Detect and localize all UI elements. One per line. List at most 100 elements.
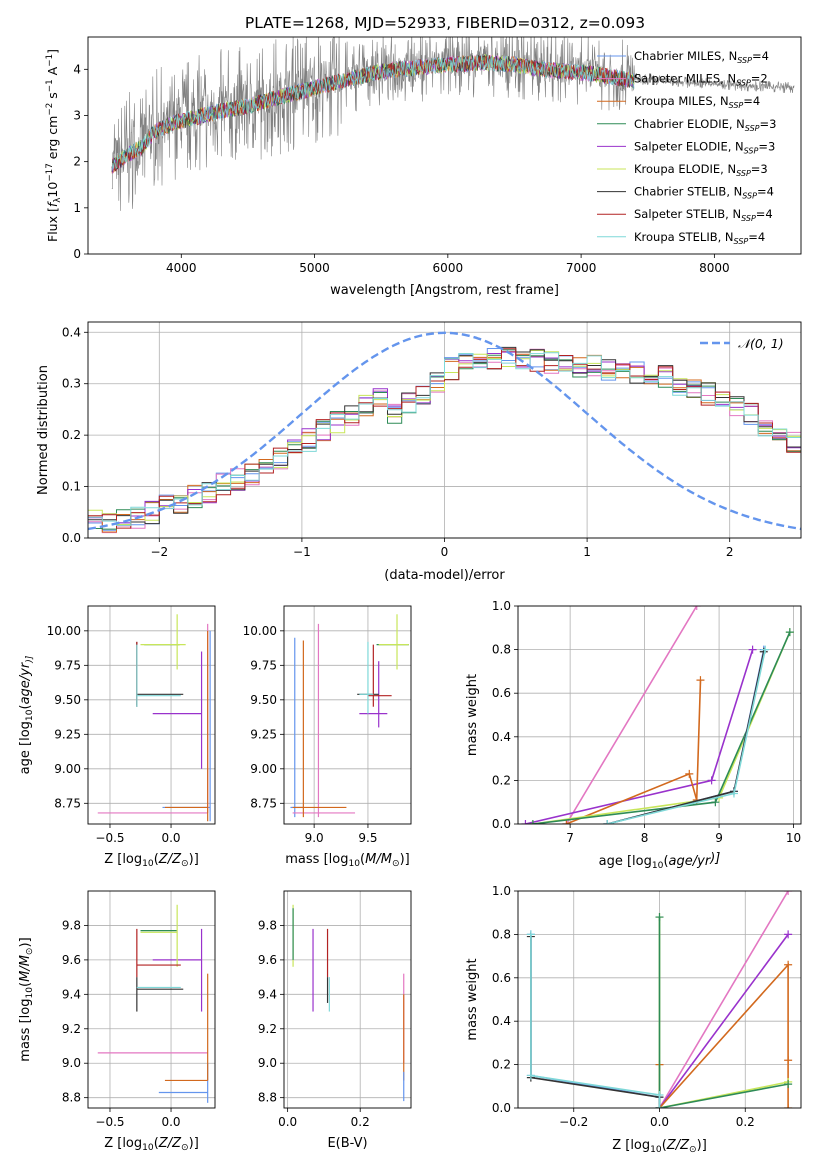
weight-line	[658, 933, 789, 1108]
weight-marker	[784, 960, 793, 969]
y-tick-label: 0.6	[492, 686, 511, 700]
weight-marker	[784, 1080, 793, 1089]
x-tick-label: 10	[786, 831, 801, 845]
y-tick-label: 4	[73, 62, 81, 76]
observed-spectrum	[111, 37, 795, 211]
weight-line	[565, 606, 698, 824]
axes-frame	[87, 605, 216, 825]
axes-frame	[517, 605, 802, 825]
x-axis-label: (data-model)/error	[384, 568, 505, 583]
label-part: Z [log	[104, 852, 142, 867]
label-part: age [log	[599, 854, 652, 869]
weight-line	[658, 891, 789, 1108]
plot-area	[292, 904, 405, 1102]
weight-line	[566, 680, 702, 824]
y-tick-label: 9.50	[54, 693, 81, 707]
weight-marker	[784, 891, 793, 895]
label-part: 10	[25, 709, 35, 721]
axes-frame	[517, 890, 802, 1109]
y-tick-label: 9.8	[258, 918, 277, 932]
label-part: )]	[189, 1136, 199, 1151]
plot-area	[97, 614, 211, 822]
legend-text: Kroupa STELIB, N	[634, 230, 734, 244]
legend-label: Chabrier MILES, NSSP=4	[634, 49, 769, 65]
x-tick-label: 9	[715, 831, 723, 845]
residuals-panel: −2 −1 0 1 2 0.0 0.1 0.2 0.3 0.4 𝒩(0, 1) (data-model…	[36, 321, 802, 583]
weight-marker	[784, 1104, 793, 1108]
x-tick-label: 4000	[166, 261, 197, 275]
label-part: (	[663, 854, 668, 869]
y-tick-label: 9.2	[258, 1022, 277, 1036]
y-tick-label: 0.0	[62, 531, 81, 545]
y-tick-label: 9.25	[54, 727, 81, 741]
label-part: (	[360, 852, 365, 867]
weight-marker	[784, 930, 793, 939]
legend-sub: SSP	[745, 124, 760, 133]
legend-label: Salpeter STELIB, NSSP=4	[634, 207, 773, 223]
x-tick-label: 0.2	[351, 1115, 370, 1129]
legend-text: Salpeter STELIB, N	[634, 207, 741, 221]
label-part: mass [log	[18, 999, 33, 1062]
label-part: )]	[189, 852, 199, 867]
weight-marker	[685, 769, 694, 778]
label-part: (	[18, 982, 33, 987]
x-axis-label: wavelength [Angstrom, rest frame]	[330, 283, 559, 298]
x-axis-label: E(B-V)	[327, 1136, 367, 1151]
y-tick-label: 0.3	[62, 377, 81, 391]
weight-marker	[521, 820, 530, 824]
label-part: s	[45, 92, 60, 103]
label-part: )]	[25, 655, 35, 664]
x-axis-label: Z [log10(Z/Z⊙)]	[104, 852, 199, 869]
x-tick-label: 0.2	[736, 1115, 755, 1129]
legend-sub: SSP	[744, 146, 759, 155]
y-tick-label: 0.4	[492, 1014, 511, 1028]
y-tick-label: 0.4	[62, 325, 81, 339]
label-part: f	[45, 201, 60, 207]
y-tick-label: 0.8	[492, 643, 511, 657]
weight-marker	[711, 798, 720, 807]
y-tick-label: 1.0	[492, 884, 511, 898]
label-part: age [log	[18, 721, 33, 774]
label-part: (	[154, 852, 159, 867]
legend-reference-label: 𝒩(0, 1)	[738, 336, 784, 351]
x-axis-label: age [log10(age/yr)]	[599, 851, 721, 871]
model-spectrum-line	[111, 54, 635, 173]
y-tick-label: 3	[73, 108, 81, 122]
legend-value: =4	[757, 185, 774, 199]
x-tick-label: 8	[641, 831, 649, 845]
legend-text: Kroupa MILES, N	[634, 94, 729, 108]
label-part: 10	[650, 1145, 662, 1155]
y-tick-label: 8.8	[258, 1091, 277, 1105]
label-part: Z [log	[104, 1136, 142, 1151]
x-tick-label: 6000	[433, 261, 464, 275]
y-axis-label: Normed distribution	[36, 365, 51, 495]
x-tick-label: −0.5	[95, 1115, 124, 1129]
weight-marker	[707, 776, 716, 785]
x-tick-label: 7	[566, 831, 574, 845]
weight-marker	[655, 913, 664, 922]
label-part: Z/Z	[158, 852, 182, 867]
legend-sub: SSP	[741, 214, 756, 223]
weight-vs-metallicity-panel: −0.2 0.0 0.2 0.0 0.2 0.4 0.6 0.8 1.0 Z [log10(Z/Z…	[465, 884, 802, 1155]
y-tick-label: 0.4	[492, 730, 511, 744]
y-tick-label: 9.0	[62, 1056, 81, 1070]
legend-label: Salpeter MILES, NSSP=2	[634, 72, 768, 88]
plot-area	[521, 606, 794, 824]
legend: Chabrier MILES, NSSP=4 Salpeter MILES, NS…	[597, 49, 776, 246]
x-tick-label: 0.0	[278, 1115, 297, 1129]
legend-label: Salpeter ELODIE, NSSP=3	[634, 139, 775, 155]
y-tick-label: 9.00	[250, 762, 277, 776]
mass-vs-extinction-panel: 0.0 0.2 8.8 9.0 9.2 9.4 9.6 9.8 E(B-V)	[258, 890, 412, 1151]
label-part: 10	[348, 859, 360, 869]
weight-marker	[692, 606, 701, 610]
legend-value: =4	[748, 230, 765, 244]
label-part: (	[662, 1138, 667, 1153]
x-tick-label: −2	[150, 545, 168, 559]
y-tick-label: 9.4	[62, 987, 81, 1001]
y-tick-label: 0.2	[492, 773, 511, 787]
y-axis-label: mass weight	[465, 674, 480, 756]
legend-label: Chabrier STELIB, NSSP=4	[634, 185, 774, 201]
x-tick-label: 8000	[699, 261, 730, 275]
legend-value: =3	[760, 117, 777, 131]
